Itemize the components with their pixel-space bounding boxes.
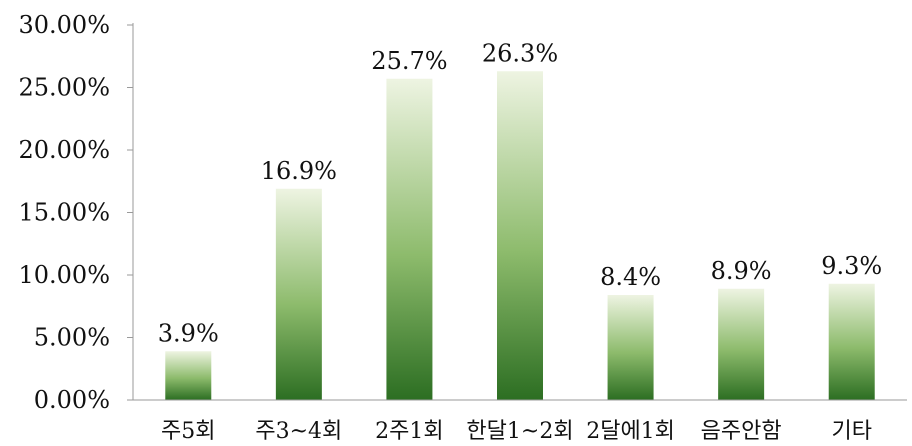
data-label: 8.4% (600, 263, 661, 291)
x-tick-label: 기타 (831, 419, 871, 444)
data-label: 25.7% (371, 47, 447, 75)
bar (386, 78, 433, 400)
y-tick-label: 25.00% (18, 74, 110, 102)
x-tick-label: 주3~4회 (255, 419, 342, 444)
y-tick-label: 30.00% (18, 11, 110, 39)
y-tick-label: 10.00% (18, 261, 110, 289)
x-tick-label: 음주안함 (701, 419, 782, 444)
x-tick-label: 2주1회 (375, 419, 443, 444)
y-axis: 0.00% 5.00% 10.00% 15.00% 20.00% 25.00% 30.00% (18, 11, 134, 414)
data-label: 3.9% (158, 319, 219, 347)
bar (828, 283, 875, 400)
data-label: 8.9% (711, 257, 772, 285)
bar (497, 71, 543, 400)
x-tick-label: 2달에1회 (586, 419, 675, 444)
data-label: 26.3% (482, 39, 558, 67)
x-tick-label: 한달1~2회 (466, 419, 573, 444)
y-tick-label: 20.00% (18, 136, 110, 164)
y-tick-label: 0.00% (34, 386, 110, 414)
bar (718, 288, 765, 400)
x-tick-label: 주5회 (161, 419, 215, 444)
bar (275, 188, 322, 400)
x-axis: 주5회 주3~4회 2주1회 한달1~2회 2달에1회 음주안함 기타 (133, 399, 907, 444)
y-tick-label: 15.00% (18, 199, 110, 227)
bar (165, 351, 212, 400)
bars: 3.9% 16.9% 25.7% 26.3% 8.4% 8.9% 9.3% (158, 39, 882, 400)
data-label: 9.3% (821, 252, 882, 280)
y-tick-label: 5.00% (34, 324, 110, 352)
bar (607, 295, 654, 400)
data-label: 16.9% (261, 157, 337, 185)
